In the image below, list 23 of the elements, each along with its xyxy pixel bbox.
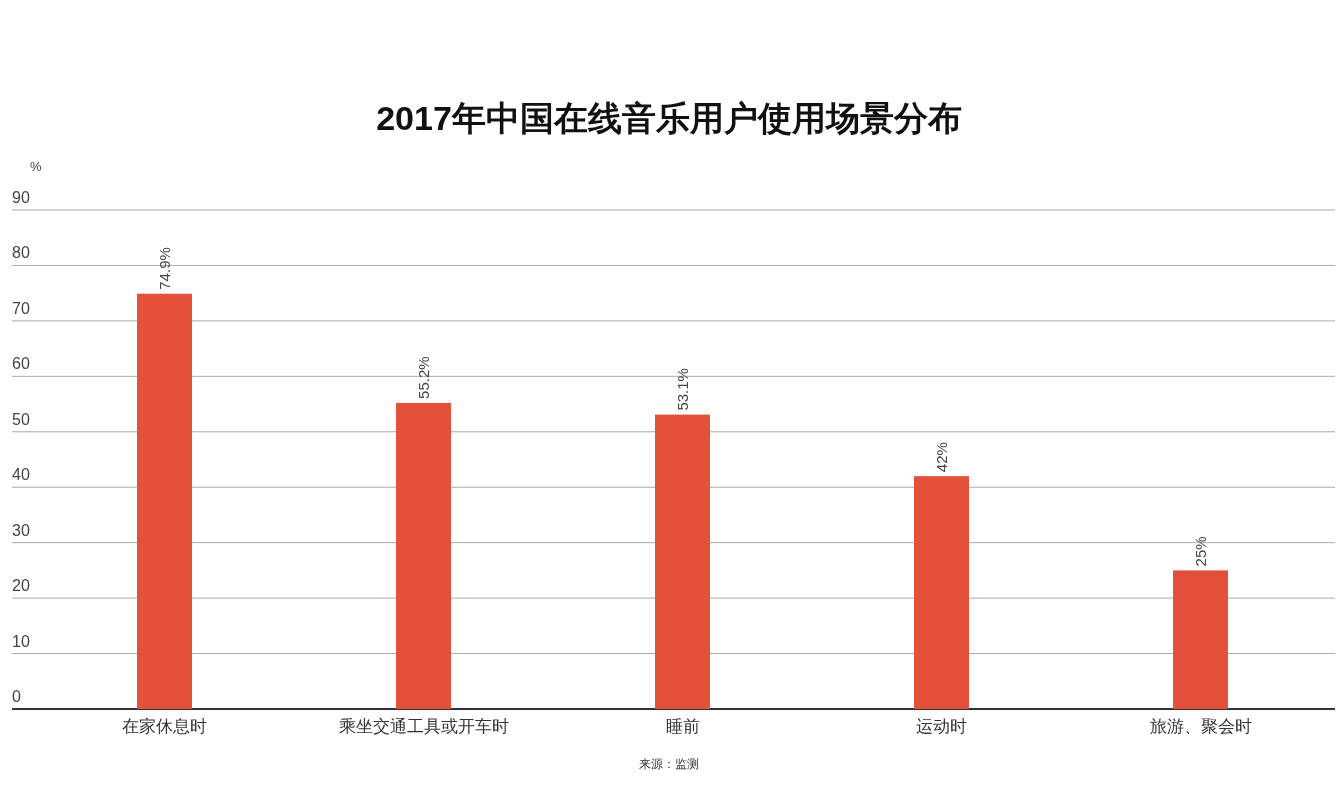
data-label: 74.9% bbox=[156, 247, 173, 290]
y-tick-label: 10 bbox=[12, 632, 30, 650]
data-label: 42% bbox=[933, 442, 950, 473]
x-tick-label: 在家休息时 bbox=[122, 717, 207, 736]
y-tick-label: 80 bbox=[12, 244, 30, 262]
y-tick-label: 90 bbox=[12, 189, 30, 206]
source-note: 来源：监测 bbox=[639, 757, 699, 771]
y-tick-label: 50 bbox=[12, 410, 30, 428]
y-tick-label: 20 bbox=[12, 577, 30, 595]
x-tick-label: 睡前 bbox=[665, 717, 700, 736]
y-tick-label: 30 bbox=[12, 521, 30, 539]
y-tick-label: 70 bbox=[12, 299, 30, 317]
x-tick-label: 旅游、聚会时 bbox=[1149, 717, 1252, 736]
x-tick-label: 运动时 bbox=[916, 717, 967, 736]
data-label: 25% bbox=[1192, 536, 1209, 567]
data-label: 53.1% bbox=[674, 368, 691, 411]
x-tick-label: 乘坐交通工具或开车时 bbox=[338, 717, 509, 736]
y-tick-label: 40 bbox=[12, 466, 30, 484]
y-axis-title: % bbox=[30, 159, 42, 174]
y-tick-label: 60 bbox=[12, 355, 30, 373]
data-label: 55.2% bbox=[415, 356, 432, 399]
chart-title: 2017年中国在线音乐用户使用场景分布 bbox=[376, 99, 962, 137]
y-tick-label: 0 bbox=[12, 688, 21, 705]
